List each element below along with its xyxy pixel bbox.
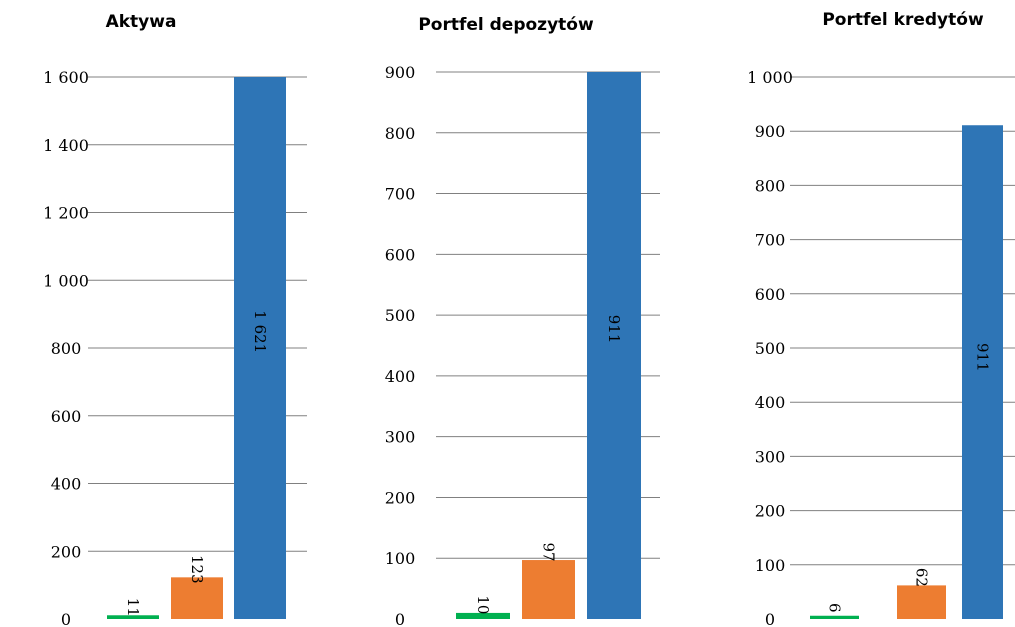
y-tick-label: 800 bbox=[755, 176, 786, 195]
y-tick-label: 300 bbox=[385, 428, 416, 447]
y-tick-label: 500 bbox=[385, 306, 416, 325]
bar-blue bbox=[962, 125, 1003, 619]
y-tick-label: 400 bbox=[51, 475, 82, 494]
chart-title: Portfel depozytów bbox=[418, 15, 594, 35]
y-tick-label: 100 bbox=[755, 556, 786, 575]
data-label: 911 bbox=[974, 343, 992, 372]
data-label: 10 bbox=[474, 595, 492, 614]
bar-blue bbox=[587, 72, 641, 619]
y-tick-label: 400 bbox=[755, 393, 786, 412]
data-label: 62 bbox=[913, 568, 931, 587]
y-tick-label: 700 bbox=[385, 185, 416, 204]
bar-green bbox=[456, 612, 510, 619]
y-tick-label: 0 bbox=[61, 610, 71, 627]
bar-green bbox=[107, 615, 159, 619]
y-tick-label: 400 bbox=[385, 367, 416, 386]
y-tick-label: 200 bbox=[51, 542, 82, 561]
y-tick-label: 1 400 bbox=[43, 136, 89, 155]
bar-blue bbox=[234, 77, 286, 619]
chart-title: Portfel kredytów bbox=[822, 10, 984, 30]
y-tick-label: 700 bbox=[755, 231, 786, 250]
y-tick-label: 600 bbox=[51, 407, 82, 426]
y-tick-label: 1 000 bbox=[43, 271, 89, 290]
bar-green bbox=[810, 615, 859, 619]
y-tick-label: 800 bbox=[51, 339, 82, 358]
y-tick-label: 600 bbox=[385, 245, 416, 264]
y-tick-label: 900 bbox=[385, 63, 416, 82]
y-tick-label: 500 bbox=[755, 339, 786, 358]
chart-panel-3: Portfel kredytów 0 100 200 300 400 500 600 700 80… bbox=[747, 10, 1015, 627]
y-tick-label: 600 bbox=[755, 285, 786, 304]
chart-panel-2: Portfel depozytów 0 100 200 300 400 500 600 700 8… bbox=[385, 15, 660, 627]
data-label: 911 bbox=[605, 315, 623, 344]
y-tick-label: 100 bbox=[385, 549, 416, 568]
y-tick-label: 200 bbox=[385, 488, 416, 507]
bar-orange bbox=[171, 577, 223, 619]
data-label: 6 bbox=[826, 603, 844, 613]
y-tick-label: 300 bbox=[755, 447, 786, 466]
y-tick-label: 800 bbox=[385, 124, 416, 143]
y-tick-label: 200 bbox=[755, 502, 786, 521]
data-label: 11 bbox=[124, 598, 142, 617]
chart-title: Aktywa bbox=[106, 12, 177, 32]
chart-panel-1: Aktywa 0 200 400 600 800 1 000 1 200 1 400 1 600 1… bbox=[43, 12, 307, 627]
y-tick-label: 1 200 bbox=[43, 204, 89, 223]
data-label: 1 621 bbox=[251, 310, 269, 353]
bar-orange bbox=[522, 560, 575, 619]
y-tick-label: 1 600 bbox=[43, 68, 89, 87]
data-label: 97 bbox=[540, 542, 558, 561]
y-tick-label: 0 bbox=[765, 610, 775, 627]
bar-orange bbox=[897, 585, 946, 619]
y-tick-label: 1 000 bbox=[747, 68, 793, 87]
y-tick-label: 900 bbox=[755, 122, 786, 141]
y-tick-label: 0 bbox=[395, 610, 405, 627]
data-label: 123 bbox=[188, 555, 206, 584]
